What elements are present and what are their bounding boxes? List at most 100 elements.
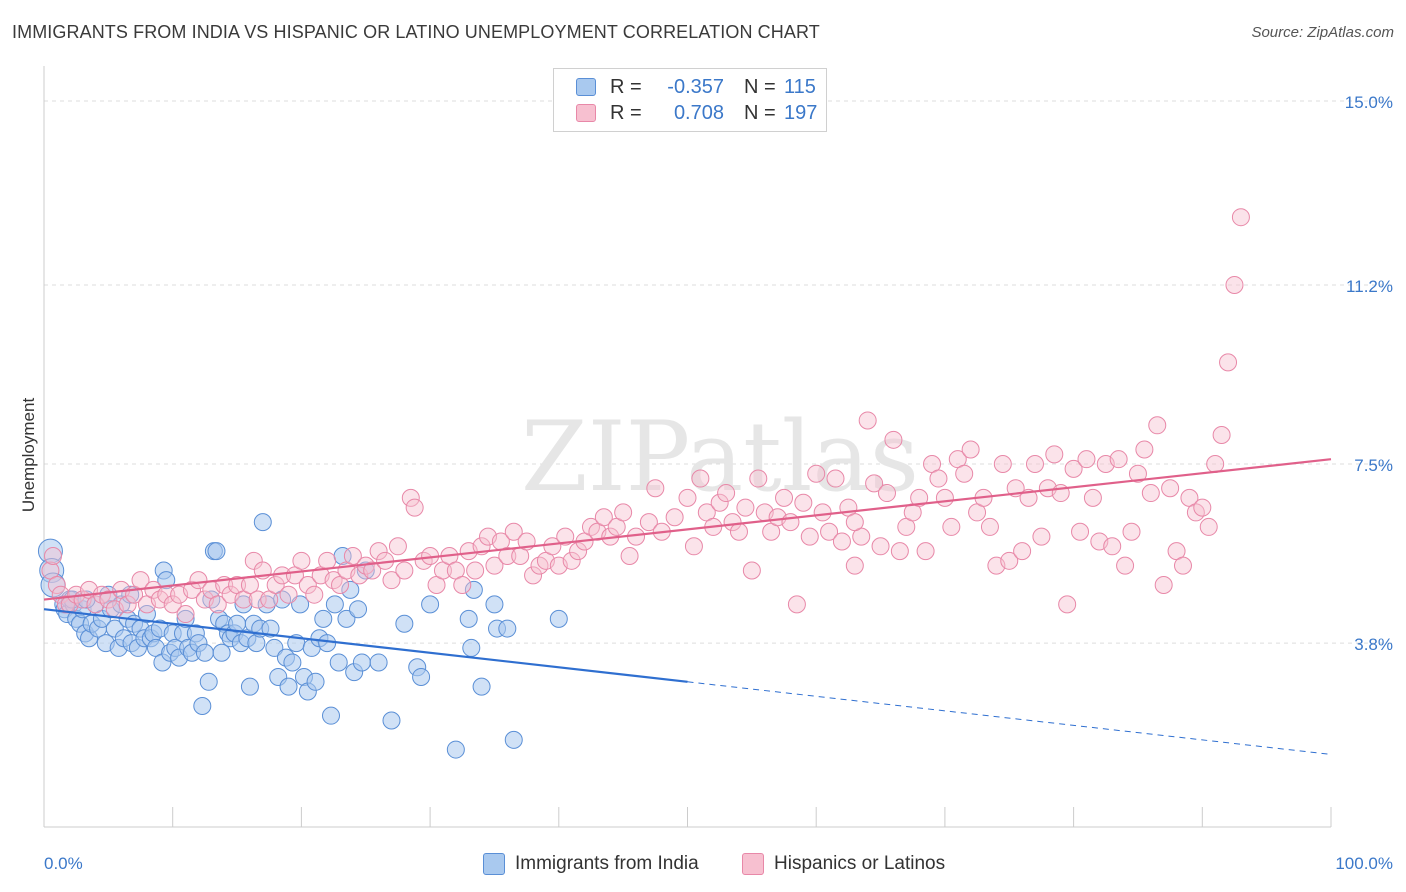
india-point	[240, 677, 259, 696]
india-point	[485, 595, 504, 614]
hispanic-point	[935, 488, 954, 507]
hispanic-point	[813, 503, 832, 522]
hispanic-point	[1135, 440, 1154, 459]
hispanic-point	[388, 537, 407, 556]
hispanic-point	[1154, 576, 1173, 595]
hispanic-point	[504, 522, 523, 541]
india-trendline-extension	[687, 681, 1332, 755]
hispanic-point	[877, 484, 896, 503]
hispanic-point	[646, 479, 665, 498]
india-point	[265, 638, 284, 657]
hispanic-point	[639, 513, 658, 532]
hispanic-point	[1083, 488, 1102, 507]
hispanic-point	[955, 464, 974, 483]
hispanic-point	[684, 537, 703, 556]
india-point	[212, 643, 231, 662]
hispanic-point	[1013, 542, 1032, 561]
hispanic-point	[717, 484, 736, 503]
hispanic-point	[1141, 484, 1160, 503]
hispanic-point	[1193, 498, 1212, 517]
hispanic-point	[871, 537, 890, 556]
hispanic-point	[292, 551, 311, 570]
trendlines	[43, 458, 1332, 755]
hispanic-point	[189, 571, 208, 590]
hispanic-legend-swatch	[742, 853, 764, 875]
hispanic-point	[723, 513, 742, 532]
hispanic-point	[691, 469, 710, 488]
hispanic-point	[594, 508, 613, 527]
india-points	[37, 513, 568, 759]
hispanic-point	[1161, 479, 1180, 498]
y-tick-label: 15.0%	[1345, 93, 1393, 112]
hispanic-point	[807, 464, 826, 483]
legend-r-label: R =	[610, 101, 642, 124]
hispanic-point	[858, 411, 877, 430]
correlation-legend: R = -0.357 N = 115 R = 0.708 N = 197	[553, 68, 827, 132]
india-point	[207, 542, 226, 561]
hispanic-point	[678, 488, 697, 507]
hispanic-point	[1077, 450, 1096, 469]
hispanic-point	[524, 566, 543, 585]
hispanic-point	[405, 498, 424, 517]
source-label: Source: ZipAtlas.com	[1251, 24, 1394, 41]
india-point	[352, 653, 371, 672]
hispanic-point	[498, 546, 517, 565]
india-point	[498, 619, 517, 638]
hispanic-point	[993, 455, 1012, 474]
hispanic-point	[183, 580, 202, 599]
india-swatch	[576, 78, 596, 96]
hispanic-point	[736, 498, 755, 517]
chart-title: IMMIGRANTS FROM INDIA VS HISPANIC OR LAT…	[12, 22, 820, 42]
hispanic-point	[929, 469, 948, 488]
hispanic-point	[163, 595, 182, 614]
hispanic-point	[781, 513, 800, 532]
india-point	[504, 730, 523, 749]
bottom-legend-hispanic: Hispanics or Latinos	[742, 851, 945, 877]
india-point	[193, 697, 212, 716]
hispanic-point	[369, 542, 388, 561]
hispanic-point	[980, 517, 999, 536]
hispanic-point	[665, 508, 684, 527]
hispanic-point	[1103, 537, 1122, 556]
india-point	[549, 609, 568, 628]
hispanic-point	[742, 561, 761, 580]
hispanic-point	[1045, 445, 1064, 464]
hispanic-point	[1032, 527, 1051, 546]
hispanic-point	[614, 503, 633, 522]
india-point	[329, 653, 348, 672]
legend-row-hispanic: R = 0.708 N = 197	[576, 100, 824, 126]
india-point	[382, 711, 401, 730]
india-point	[137, 605, 156, 624]
bottom-legend-india: Immigrants from India	[483, 851, 699, 877]
hispanic-point	[1109, 450, 1128, 469]
hispanic-point	[562, 551, 581, 570]
hispanic-point	[176, 605, 195, 624]
hispanic-swatch	[576, 104, 596, 122]
india-point	[279, 677, 298, 696]
india-point	[314, 609, 333, 628]
india-point	[349, 600, 368, 619]
hispanic-point	[1116, 556, 1135, 575]
india-point	[157, 571, 176, 590]
hispanic-point	[208, 595, 227, 614]
hispanic-point	[845, 556, 864, 575]
india-point	[199, 672, 218, 691]
hispanic-point	[395, 561, 414, 580]
india-point	[421, 595, 440, 614]
hispanic-point	[729, 522, 748, 541]
hispanic-point	[382, 571, 401, 590]
hispanic-point	[865, 474, 884, 493]
hispanic-trendline	[43, 458, 1332, 601]
india-point	[412, 667, 431, 686]
hispanic-point	[1064, 459, 1083, 478]
hispanic-point	[266, 576, 285, 595]
india-point	[464, 580, 483, 599]
hispanic-point	[453, 576, 472, 595]
hispanic-point	[916, 542, 935, 561]
hispanic-point	[961, 440, 980, 459]
hispanic-point	[543, 537, 562, 556]
hispanic-point	[279, 585, 298, 604]
x-tick-label: 0.0%	[44, 854, 83, 873]
hispanic-point	[620, 546, 639, 565]
india-point	[341, 580, 360, 599]
